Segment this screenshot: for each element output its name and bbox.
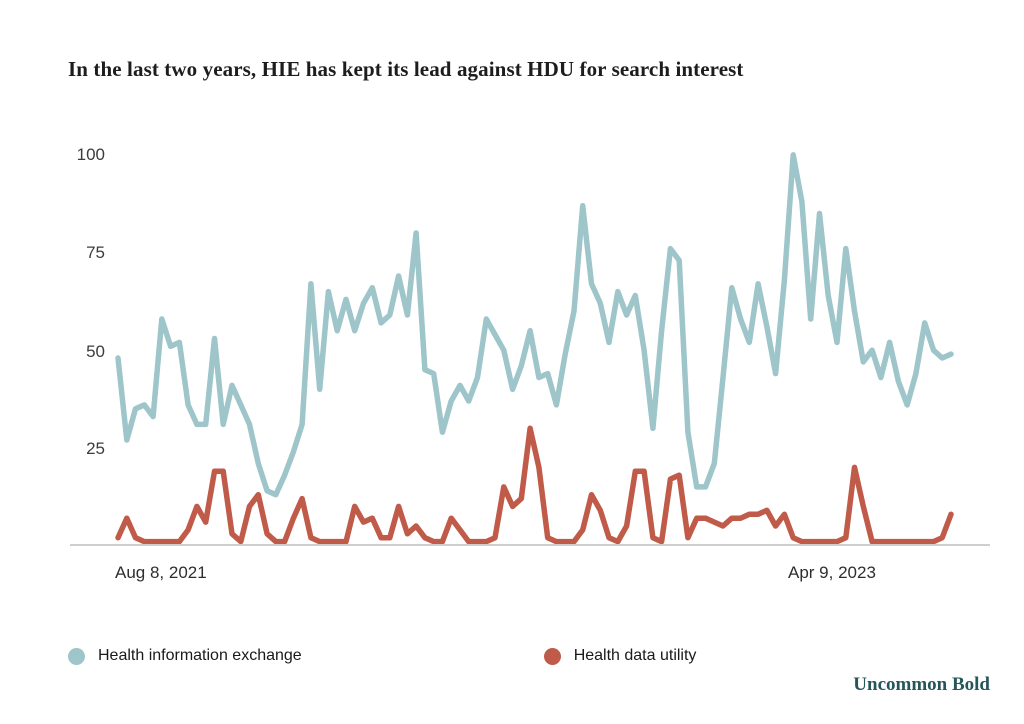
y-axis-tick-50: 50 xyxy=(86,342,105,361)
legend-item-hdu: Health data utility xyxy=(543,647,697,665)
brand-credit: Uncommon Bold xyxy=(853,674,990,695)
hdu-trend-line xyxy=(115,425,954,545)
y-axis-tick-25: 25 xyxy=(86,439,105,458)
legend-item-hie: Health information exchange xyxy=(68,647,302,665)
legend: Health information exchange Health data … xyxy=(68,647,696,665)
y-axis-tick-75: 75 xyxy=(86,243,105,262)
hie-legend-dot-icon xyxy=(68,647,85,665)
x-axis-label-end: Apr 9, 2023 xyxy=(788,563,876,582)
x-axis-label-start: Aug 8, 2021 xyxy=(115,563,207,582)
hdu-legend-dot-icon xyxy=(543,647,561,665)
x-axis-line xyxy=(70,544,990,546)
chart-title: In the last two years, HIE has kept its … xyxy=(68,57,744,81)
hie-trend-line xyxy=(115,152,954,498)
hie-legend-label: Health information exchange xyxy=(98,647,302,664)
y-axis-tick-100: 100 xyxy=(76,145,105,164)
hdu-legend-label: Health data utility xyxy=(573,647,697,664)
